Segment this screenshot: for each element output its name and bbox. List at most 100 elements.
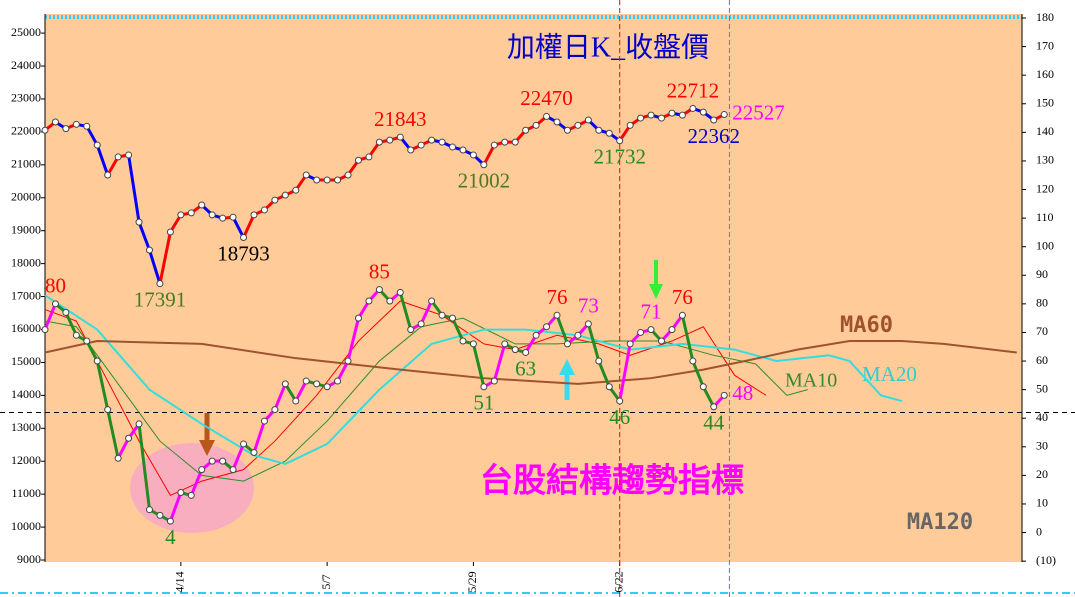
point: [720, 391, 728, 399]
data-label: 85: [369, 259, 390, 283]
point: [323, 383, 331, 391]
point: [605, 383, 613, 391]
point: [281, 380, 289, 388]
point: [198, 201, 206, 209]
segment: [64, 311, 78, 336]
segment: [451, 317, 465, 342]
segment: [618, 343, 632, 402]
y2-tick-label: 80: [1036, 296, 1048, 310]
point: [51, 300, 59, 308]
segment: [106, 409, 120, 459]
point: [710, 403, 718, 411]
point: [260, 417, 268, 425]
point: [668, 109, 676, 117]
segment: [85, 125, 99, 146]
point: [584, 320, 592, 328]
point: [469, 340, 477, 348]
y-tick-label: 9000: [17, 552, 41, 566]
point: [114, 454, 122, 462]
x-tick-label: 6/22: [611, 571, 625, 592]
segment: [680, 314, 695, 362]
series-label: MA20: [862, 362, 917, 386]
point: [93, 141, 101, 149]
y-tick-label: 20000: [11, 190, 41, 204]
point: [626, 340, 634, 348]
segment: [43, 303, 57, 331]
point: [72, 331, 80, 339]
point: [229, 466, 237, 474]
y-tick-label: 13000: [11, 420, 41, 434]
y-tick-label: 16000: [11, 321, 41, 335]
point: [156, 280, 164, 288]
point: [459, 337, 467, 345]
segment: [555, 314, 569, 345]
data-label: 17391: [134, 287, 187, 311]
point: [407, 146, 415, 154]
data-label: 44: [703, 411, 725, 435]
point: [428, 297, 436, 305]
y2-tick-label: 0: [1036, 524, 1042, 538]
segment: [691, 360, 705, 388]
point: [637, 328, 645, 336]
data-label: 4: [165, 525, 176, 549]
segment: [597, 360, 611, 388]
data-label: 22470: [520, 86, 573, 110]
point: [166, 517, 174, 525]
point: [490, 377, 498, 385]
point: [417, 141, 425, 149]
segment: [95, 144, 110, 176]
point: [647, 111, 655, 119]
point: [271, 196, 279, 204]
y-tick-label: 25000: [11, 25, 41, 39]
point: [428, 136, 436, 144]
data-label: 21843: [374, 107, 427, 131]
point: [51, 118, 59, 126]
segment: [95, 360, 110, 410]
data-label: 76: [672, 285, 693, 309]
point: [501, 138, 509, 146]
segment: [116, 437, 130, 459]
point: [699, 383, 707, 391]
point: [375, 286, 383, 294]
point: [166, 228, 174, 236]
point: [365, 153, 373, 161]
ma-line: [44, 294, 903, 466]
data-label: 48: [732, 381, 753, 405]
point: [543, 112, 551, 120]
y2-tick-label: 60: [1036, 353, 1048, 367]
point: [344, 357, 352, 365]
point: [574, 331, 582, 339]
point: [240, 234, 248, 242]
data-label: 21002: [458, 169, 511, 193]
point: [187, 209, 195, 217]
point: [595, 126, 603, 134]
point: [689, 357, 697, 365]
point: [240, 440, 248, 448]
y2-tick-label: 70: [1036, 324, 1048, 338]
x-tick-label: 5/29: [465, 571, 479, 592]
data-label: 46: [609, 405, 630, 429]
point: [396, 288, 404, 296]
segment: [137, 423, 151, 510]
segment: [148, 249, 162, 285]
point: [532, 331, 540, 339]
segment: [127, 154, 141, 223]
y2-tick-label: (10): [1036, 553, 1056, 567]
segment: [85, 340, 99, 362]
point: [511, 346, 519, 354]
data-label: 63: [515, 356, 536, 380]
point: [313, 176, 321, 184]
point: [689, 104, 697, 112]
point: [449, 314, 457, 322]
y-tick-label: 17000: [11, 288, 41, 302]
point: [125, 434, 133, 442]
y2-tick-label: 110: [1036, 210, 1054, 224]
point: [553, 311, 561, 319]
point: [198, 466, 206, 474]
point: [678, 111, 686, 119]
point: [407, 326, 415, 334]
point: [93, 357, 101, 365]
point: [302, 377, 310, 385]
point: [616, 137, 624, 145]
point: [104, 171, 112, 179]
